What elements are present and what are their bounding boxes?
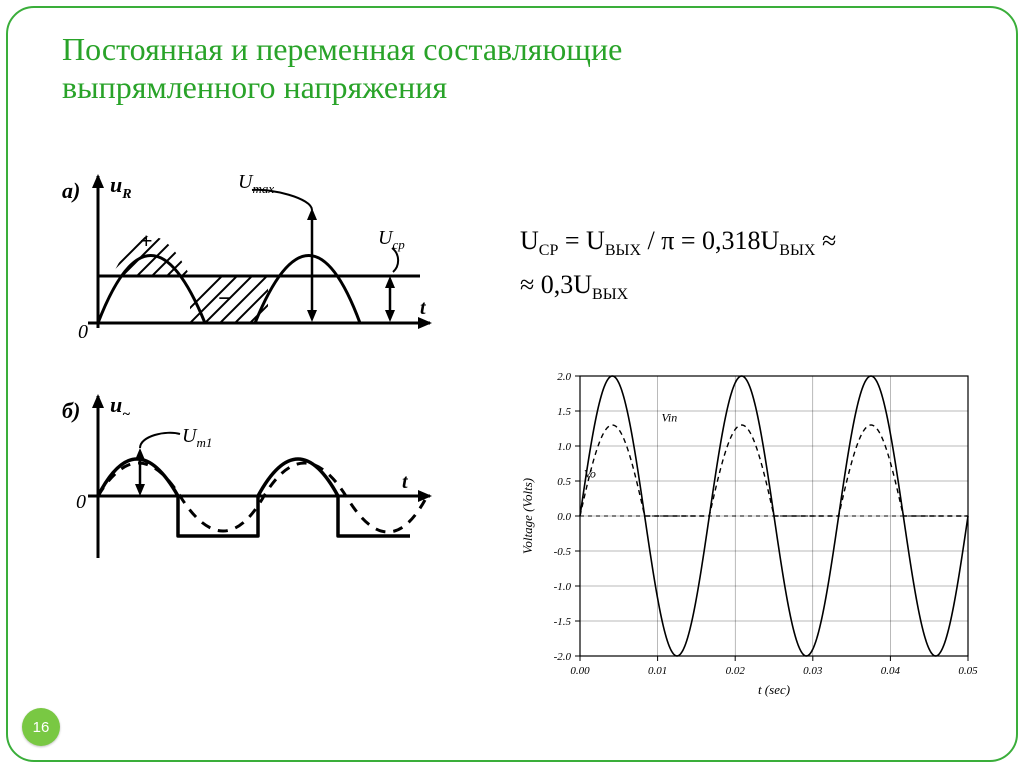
f2-s: ВЫХ <box>592 286 628 303</box>
panel-a-label: а) <box>62 178 80 203</box>
svg-text:0.05: 0.05 <box>958 665 978 677</box>
voltage-chart: 0.00 0.01 0.02 0.03 0.04 0.05 -2.0 -1.5 -1.0 -0.5… <box>512 362 982 702</box>
svg-text:0.01: 0.01 <box>648 665 667 677</box>
svg-text:1.5: 1.5 <box>557 406 571 418</box>
panel-a-ucp: Uср <box>378 227 405 252</box>
left-diagrams: а) 0 uR t + <box>60 168 460 588</box>
svg-text:-2.0: -2.0 <box>554 651 572 663</box>
svg-text:0.03: 0.03 <box>803 665 823 677</box>
panel-a-xlabel: t <box>420 297 427 319</box>
panel-a: а) 0 uR t + <box>62 171 432 353</box>
f1-s2: ВЫХ <box>605 242 641 259</box>
panel-a-ylabel: uR <box>110 172 132 202</box>
panel-a-umax: Umax <box>238 171 274 196</box>
svg-text:-1.0: -1.0 <box>554 581 572 593</box>
panel-a-minus: − <box>218 286 232 312</box>
svg-text:2.0: 2.0 <box>557 371 571 383</box>
svg-text:0.04: 0.04 <box>881 665 901 677</box>
svg-text:Vin: Vin <box>661 411 677 425</box>
panel-b-um1: Um1 <box>182 425 212 450</box>
formula-line-1: UСР = UВЫХ / π = 0,318UВЫХ ≈ <box>520 220 980 264</box>
panel-a-plus: + <box>140 228 153 253</box>
svg-text:0.0: 0.0 <box>557 511 571 523</box>
svg-text:-0.5: -0.5 <box>554 546 572 558</box>
svg-text:0.02: 0.02 <box>726 665 746 677</box>
f1-m2: / π = 0,318U <box>641 226 779 255</box>
formula-block: UСР = UВЫХ / π = 0,318UВЫХ ≈ ≈ 0,3UВЫХ <box>520 220 980 308</box>
f1-t: ≈ <box>815 226 836 255</box>
svg-text:1.0: 1.0 <box>557 441 571 453</box>
page-number-badge: 16 <box>22 708 60 746</box>
f1-m1: = U <box>558 226 604 255</box>
panel-b-xlabel: t <box>402 471 409 493</box>
f1-s3: ВЫХ <box>779 242 815 259</box>
panel-b-label: б) <box>62 398 80 423</box>
svg-text:0.5: 0.5 <box>557 476 571 488</box>
svg-text:Vo: Vo <box>584 467 596 481</box>
f1-s1: СР <box>539 242 559 259</box>
slide-title: Постоянная и переменная составляющие вып… <box>62 30 762 107</box>
panel-a-zero: 0 <box>78 321 88 343</box>
panel-b: б) 0 u~ t Um1 <box>62 392 432 558</box>
f1-p: U <box>520 226 539 255</box>
panel-b-ylabel: u~ <box>110 392 130 422</box>
svg-text:Voltage (Volts): Voltage (Volts) <box>520 478 535 554</box>
svg-text:t (sec): t (sec) <box>758 682 790 697</box>
f2-h: ≈ 0,3U <box>520 270 592 299</box>
formula-line-2: ≈ 0,3UВЫХ <box>520 264 980 308</box>
page-number: 16 <box>33 719 50 736</box>
panel-b-zero: 0 <box>76 491 86 513</box>
svg-text:-1.5: -1.5 <box>554 616 572 628</box>
svg-text:0.00: 0.00 <box>570 665 590 677</box>
